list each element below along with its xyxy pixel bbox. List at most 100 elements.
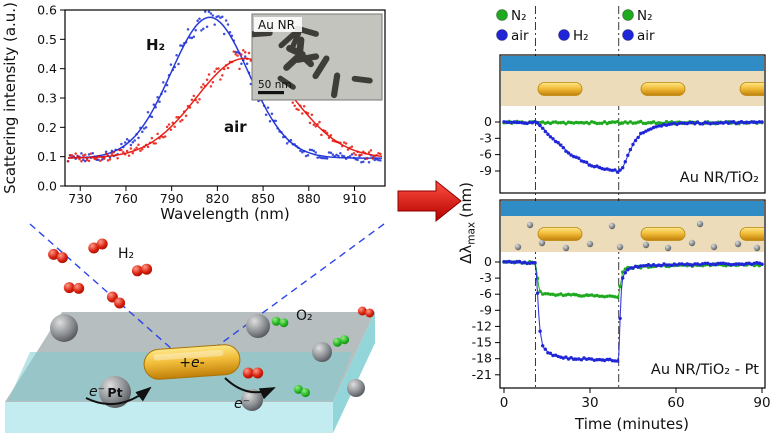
strip-gold-nanorods <box>537 227 764 241</box>
pt-sphere-icon <box>347 379 365 397</box>
gold-nanorod-icon <box>739 227 764 241</box>
substrate-slab-front <box>5 402 333 433</box>
svg-text:0.1: 0.1 <box>37 149 57 164</box>
gold-nanorod-icon <box>739 82 764 96</box>
svg-text:-9: -9 <box>480 163 493 178</box>
strip-pt-nanoparticles <box>514 220 761 252</box>
panel1-schematic-strip <box>501 56 764 106</box>
tem-inset-label: Au NR <box>258 18 295 32</box>
o2-molecules <box>271 306 375 398</box>
kinetics-y-axis-label: Δλmax (nm) <box>457 182 478 264</box>
legend-dot-n2-seg3 <box>622 9 634 21</box>
svg-text:760: 760 <box>114 191 138 206</box>
svg-text:-12: -12 <box>472 318 492 333</box>
spectrum-plot: 730 760 790 820 850 880 910 0.0 0.1 0.2 0.3 0.4 0.5 0… <box>1 2 386 223</box>
panel2-frame <box>499 199 766 389</box>
svg-text:790: 790 <box>160 191 184 206</box>
tio2-film-strip <box>501 56 764 71</box>
strip-gold-nanorods <box>537 82 764 96</box>
svg-text:0.5: 0.5 <box>37 32 57 47</box>
svg-text:-6: -6 <box>480 147 493 162</box>
ylabel-subscript: max <box>466 222 478 245</box>
panel1-sample-label: Au NR/TiO₂ <box>680 170 759 186</box>
svg-text:850: 850 <box>251 191 275 206</box>
legend-dot-h2-seg2 <box>558 29 570 41</box>
svg-text:0.3: 0.3 <box>37 91 57 106</box>
spectrum-x-axis-label: Wavelength (nm) <box>160 205 290 223</box>
pt-nanoparticles-front <box>99 376 365 411</box>
svg-text:0.2: 0.2 <box>37 120 57 135</box>
pt-label: Pt <box>107 385 122 400</box>
electron-arrow-left <box>85 386 152 405</box>
ylabel-prefix: Δλ <box>457 245 475 264</box>
legend-label-n2-seg1: N₂ <box>511 8 527 24</box>
o2-molecules-label: O₂ <box>296 308 313 324</box>
panel2-axes: 0-3-6-9-12 -15-18-21 <box>472 254 500 382</box>
electron-arrow-right <box>224 377 276 400</box>
panel1-axes: 0-3 -6-9 <box>480 114 500 178</box>
air-series-label: air <box>224 118 247 136</box>
kinetics-plot: 0-3-6-9 0-3-6-9-12-15-18-21 0 30 60 90 Δλma… <box>457 6 770 433</box>
spectrum-y-axis-label: Scattering intensity (a.u.) <box>1 2 19 194</box>
h2-molecules <box>48 238 264 379</box>
svg-text:880: 880 <box>297 191 321 206</box>
svg-text:60: 60 <box>667 395 684 411</box>
svg-text:30: 30 <box>581 395 598 411</box>
kinetics-legend: N₂ N₂ air H₂ air <box>496 8 655 44</box>
svg-text:-15: -15 <box>472 335 492 350</box>
panel2-curves <box>502 259 764 363</box>
rod-charge-label: +e- <box>179 355 204 371</box>
gold-nanorod-icon <box>640 82 686 96</box>
kinetics-x-axis-label: Time (minutes) <box>574 415 689 433</box>
pt-sphere-icon <box>50 314 78 342</box>
electron-label-left: e⁻ <box>89 384 105 400</box>
pt-sphere-icon <box>241 389 263 411</box>
transition-arrow-icon <box>397 179 462 223</box>
svg-text:0: 0 <box>500 395 509 411</box>
svg-text:0.6: 0.6 <box>37 3 57 18</box>
legend-dot-air-seg3 <box>622 29 634 41</box>
gold-nanorod-icon <box>640 227 686 241</box>
pt-sphere-icon <box>246 314 270 338</box>
legend-label-air-seg3: air <box>637 28 655 44</box>
ylabel-suffix: (nm) <box>457 182 475 218</box>
pt-sphere-icon <box>99 376 131 408</box>
spectrum-axes: 730 760 790 820 850 880 910 0.0 0.1 0.2 0.3 0.4 0.5 0… <box>37 3 366 207</box>
panel2-sample-label: Au NR/TiO₂ - Pt <box>651 362 759 378</box>
sensor-schematic: +e- Pt H₂ O₂ e⁻ e⁻ <box>5 223 385 433</box>
spectrum-curves <box>66 10 383 164</box>
spectrum-frame <box>64 9 386 187</box>
svg-text:-6: -6 <box>480 286 493 301</box>
svg-text:0.4: 0.4 <box>37 61 57 76</box>
tem-inset: Au NR 50 nm <box>251 13 383 101</box>
tem-label-chip <box>254 17 302 32</box>
svg-text:0.0: 0.0 <box>37 179 57 194</box>
svg-text:-18: -18 <box>472 351 492 366</box>
svg-text:820: 820 <box>205 191 229 206</box>
tem-scalebar <box>258 91 284 95</box>
legend-label-h2-seg2: H₂ <box>573 28 589 44</box>
substrate-slab-side <box>333 312 375 433</box>
legend-dot-n2-seg1 <box>496 9 508 21</box>
svg-text:90: 90 <box>753 395 770 411</box>
legend-label-air-seg1: air <box>511 28 529 44</box>
kinetics-x-axis: 0 30 60 90 <box>500 388 770 411</box>
svg-text:-21: -21 <box>472 367 492 382</box>
gold-nanorod-icon <box>143 344 241 380</box>
electron-label-right: e⁻ <box>234 396 250 412</box>
panel2-schematic-strip <box>501 201 764 252</box>
tio2-film-strip <box>501 201 764 216</box>
svg-text:-3: -3 <box>480 130 492 145</box>
h2-molecules-label: H₂ <box>118 246 134 262</box>
h2-series-label: H₂ <box>146 36 165 54</box>
svg-text:0: 0 <box>484 254 492 269</box>
panel1-frame <box>499 54 766 194</box>
legend-label-n2-seg3: N₂ <box>637 8 653 24</box>
pt-nanoparticles-back <box>50 314 332 362</box>
svg-text:730: 730 <box>68 191 92 206</box>
gold-nanorod-icon <box>537 82 583 96</box>
svg-text:0: 0 <box>484 114 492 129</box>
light-cone-dashed-line-left <box>29 223 174 351</box>
